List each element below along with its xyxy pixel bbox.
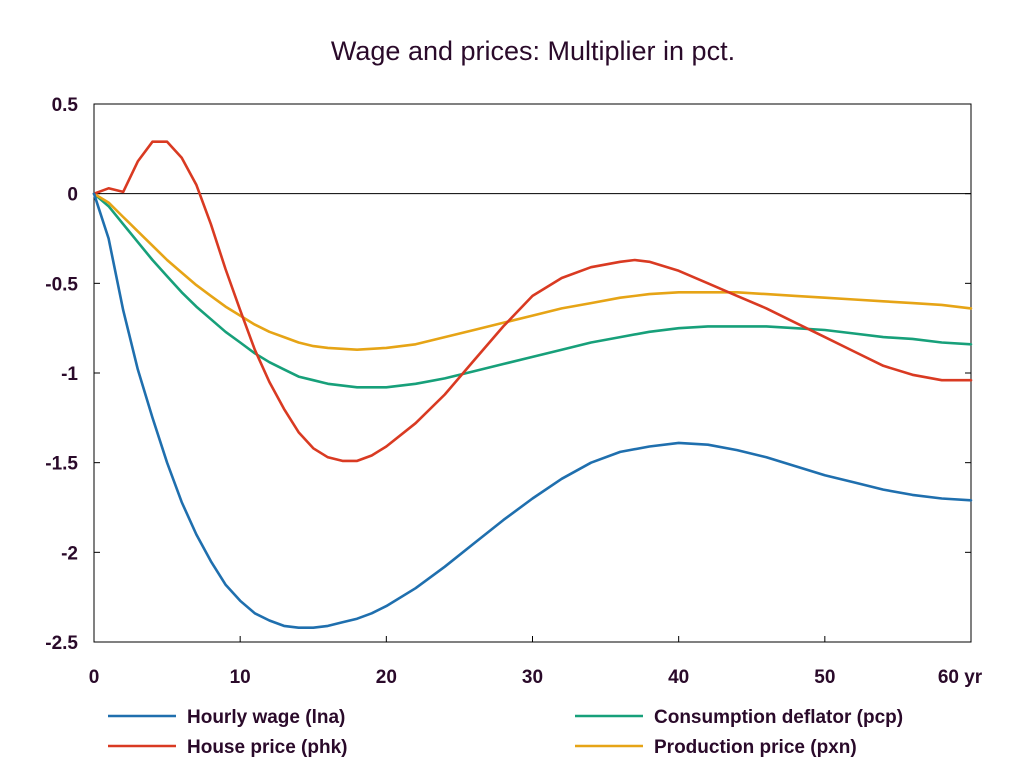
- series-line-4: [92, 192, 973, 352]
- y-tick-label: -1.5: [45, 454, 78, 475]
- y-tick-label: -1: [61, 364, 78, 385]
- series-line-3: [92, 140, 973, 463]
- x-tick-label: 40: [668, 667, 689, 688]
- legend-label: House price (phk): [187, 737, 347, 758]
- x-axis: 0 10 20 30 40 50 60 yr: [89, 636, 983, 688]
- x-tick-label: 30: [522, 667, 543, 688]
- plot-area-frame: [93, 103, 972, 643]
- y-tick-label: 0: [67, 185, 78, 206]
- series-line-2: [92, 192, 973, 389]
- y-tick-label: -2.5: [45, 633, 78, 654]
- series-line-1: [92, 192, 973, 630]
- series-layer: [92, 140, 973, 630]
- legend-label: Hourly wage (lna): [187, 707, 345, 728]
- x-tick-label: 60 yr: [938, 667, 983, 688]
- y-tick-label: 0.5: [52, 95, 79, 116]
- x-tick-label: 0: [89, 667, 100, 688]
- y-tick-label: -0.5: [45, 274, 78, 295]
- x-tick-label: 50: [814, 667, 835, 688]
- legend-label: Consumption deflator (pcp): [654, 707, 903, 728]
- legend-label: Production price (pxn): [654, 737, 857, 758]
- y-tick-label: -2: [61, 543, 78, 564]
- chart-title: Wage and prices: Multiplier in pct.: [331, 36, 735, 66]
- x-tick-label: 20: [376, 667, 397, 688]
- legend: Hourly wage (lna) Consumption deflator (p…: [108, 707, 903, 758]
- x-tick-label: 10: [230, 667, 251, 688]
- y-axis: 0.5 0 -0.5 -1 -1.5 -2 -2.5: [45, 95, 971, 654]
